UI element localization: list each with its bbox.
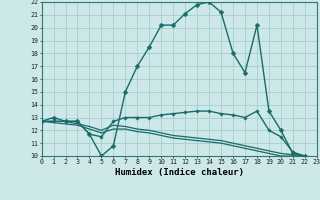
X-axis label: Humidex (Indice chaleur): Humidex (Indice chaleur): [115, 168, 244, 177]
